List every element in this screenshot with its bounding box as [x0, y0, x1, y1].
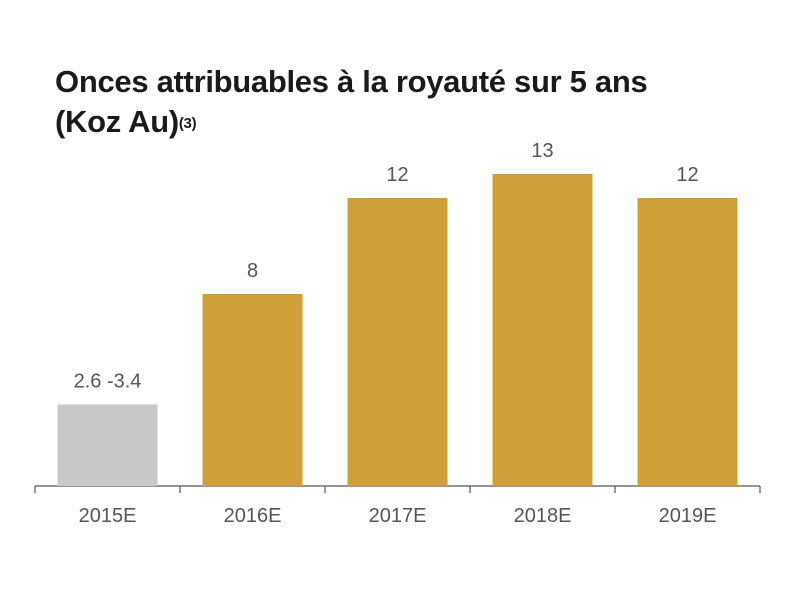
x-tick-label-2016E: 2016E: [224, 505, 282, 527]
bar-2015E: [57, 404, 158, 486]
chart-title-line1: Onces attribuables à la royauté sur 5 an…: [55, 64, 648, 99]
chart-title: Onces attribuables à la royauté sur 5 an…: [55, 62, 648, 142]
x-tick-label-2018E: 2018E: [514, 505, 572, 527]
data-label-2018E: 13: [531, 140, 553, 162]
x-tick-label-2019E: 2019E: [659, 505, 717, 527]
bar-2016E: [202, 294, 303, 486]
bar-2017E: [347, 198, 448, 486]
data-label-2016E: 8: [247, 260, 258, 282]
data-label-2017E: 12: [386, 164, 408, 186]
data-label-2019E: 12: [676, 164, 698, 186]
chart-title-line2: (Koz Au): [55, 104, 179, 139]
bar-2019E: [637, 198, 738, 486]
x-tick-label-2017E: 2017E: [369, 505, 427, 527]
x-tick-label-2015E: 2015E: [79, 505, 137, 527]
data-label-2015E: 2.6 -3.4: [74, 370, 142, 392]
chart-title-footnote: (3): [178, 115, 197, 132]
bar-2018E: [492, 174, 593, 486]
